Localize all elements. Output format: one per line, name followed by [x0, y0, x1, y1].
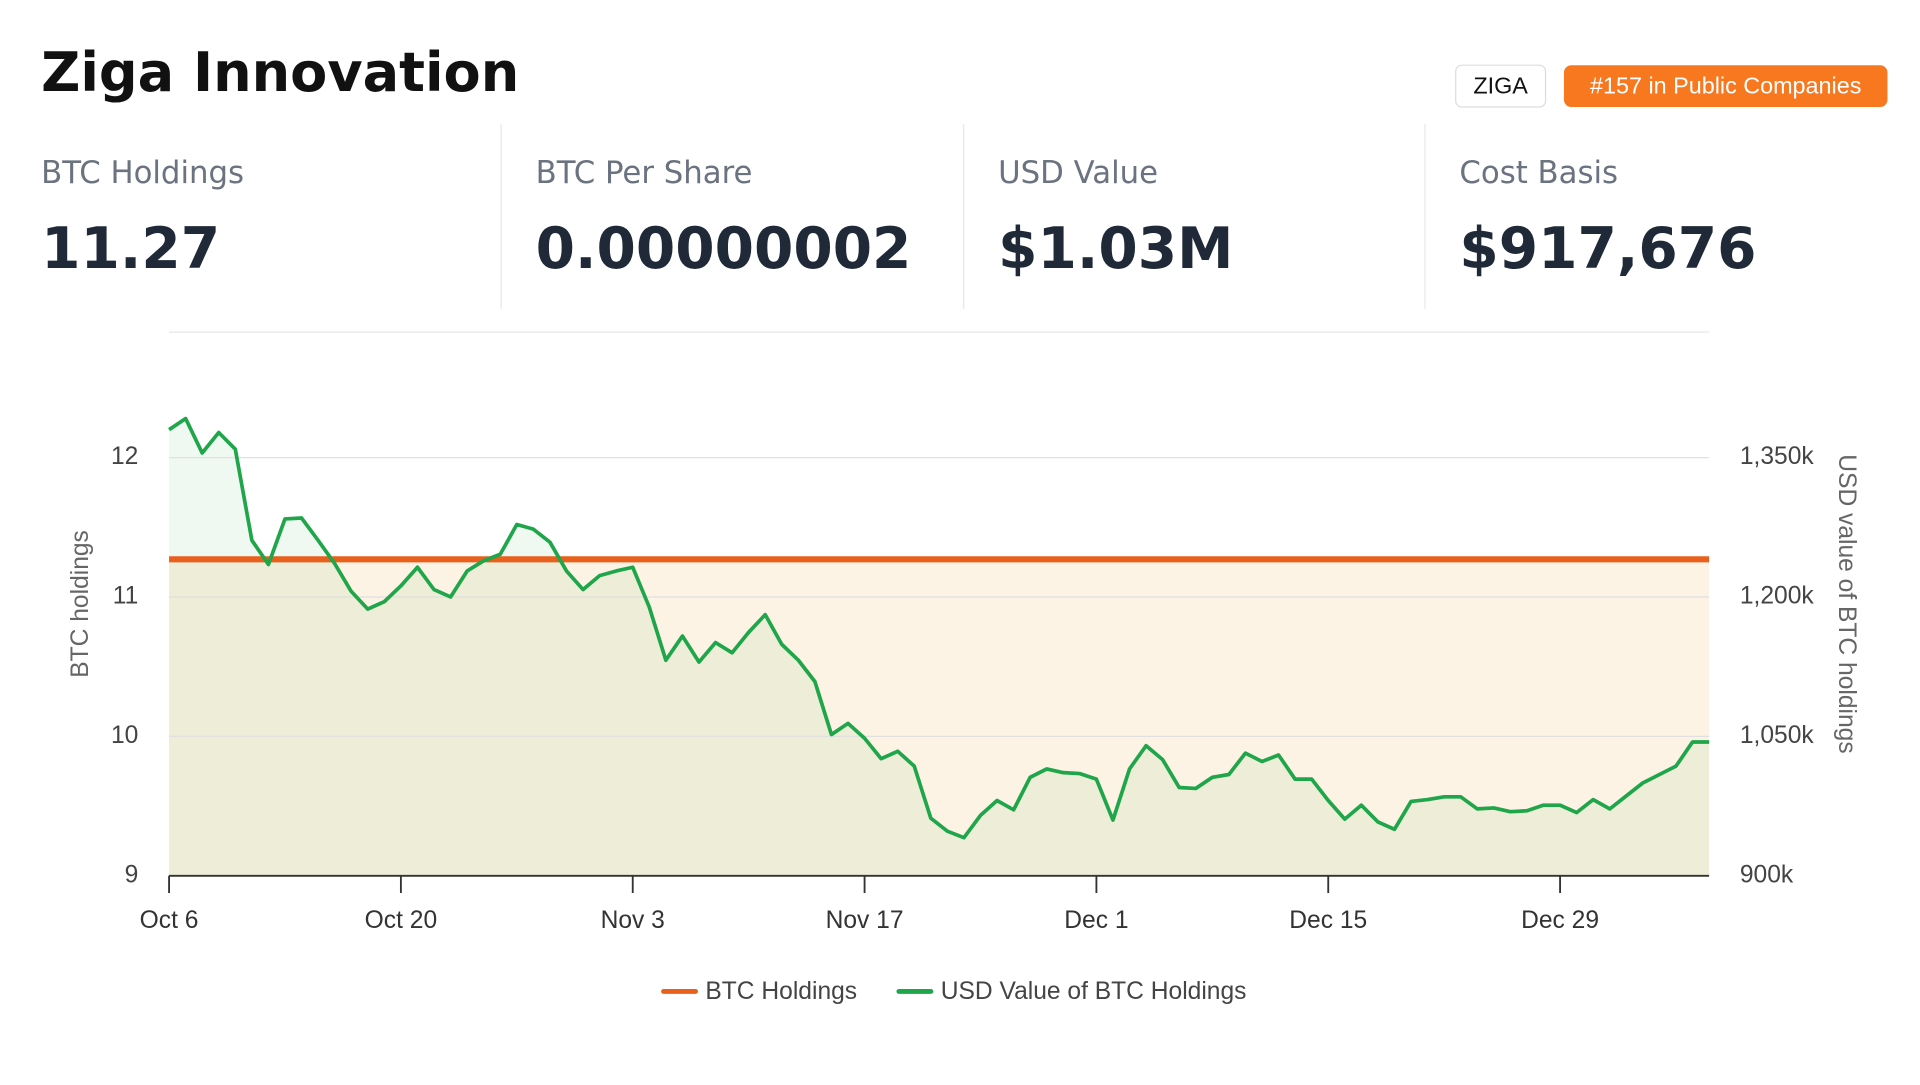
y2-tick-label: 900k [1740, 861, 1794, 888]
x-tick-label: Nov 17 [826, 907, 904, 934]
x-tick-label: Oct 20 [365, 907, 437, 934]
y-tick-label: 9 [125, 861, 139, 888]
y-axis-title: BTC holdings [67, 530, 94, 678]
legend-label: BTC Holdings [705, 978, 857, 1005]
stat-value: 11.27 [41, 216, 220, 282]
x-tick-label: Dec 1 [1064, 907, 1128, 934]
x-tick-label: Nov 3 [601, 907, 665, 934]
series-line [168, 416, 1710, 840]
y2-axis-title: USD value of BTC holdings [1833, 454, 1860, 753]
stat-label: USD Value [998, 155, 1158, 191]
stat-label: BTC Per Share [536, 155, 753, 191]
y-tick-label: 11 [113, 582, 139, 609]
y-tick-label: 12 [111, 443, 138, 470]
y2-tick-label: 1,350k [1740, 443, 1815, 470]
stat-label: Cost Basis [1459, 155, 1618, 191]
stat-value: $1.03M [998, 216, 1233, 282]
rank-text[interactable]: #157 in Public Companies [1590, 73, 1861, 99]
x-tick-label: Oct 6 [140, 907, 199, 934]
ticker-text: ZIGA [1473, 73, 1528, 99]
ticker-badge [1455, 64, 1547, 108]
company-title: Ziga Innovation [41, 41, 519, 104]
y2-tick-label: 1,200k [1740, 582, 1815, 609]
rank-badge[interactable] [1563, 65, 1888, 108]
x-tick-label: Dec 29 [1521, 907, 1599, 934]
area [169, 418, 1710, 876]
legend-label: USD Value of BTC Holdings [941, 978, 1247, 1005]
stat-value: $917,676 [1459, 216, 1756, 282]
stat-value: 0.00000002 [536, 216, 912, 282]
x-tick-label: Dec 15 [1289, 907, 1367, 934]
y-tick-label: 10 [111, 722, 138, 749]
stat-label: BTC Holdings [41, 155, 244, 191]
y2-tick-label: 1,050k [1740, 722, 1815, 749]
